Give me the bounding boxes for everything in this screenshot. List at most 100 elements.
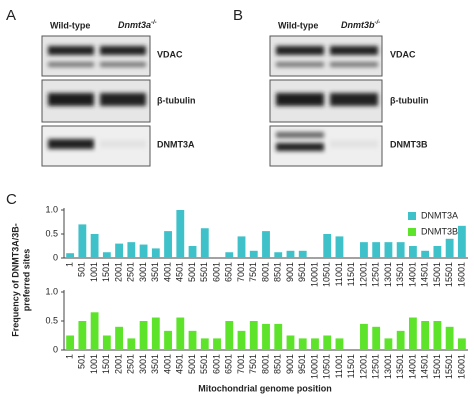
bar (66, 335, 75, 350)
bar (78, 321, 87, 350)
bar (372, 326, 381, 350)
bar (225, 252, 234, 258)
x-tick-label: 15001 (432, 262, 442, 287)
x-tick-label: 5501 (199, 354, 209, 374)
x-tick-label: 1501 (101, 354, 111, 374)
x-tick-label: 4001 (162, 262, 172, 282)
x-tick-label: 4501 (175, 262, 185, 282)
x-tick-label: 9001 (285, 262, 295, 282)
x-tick-label: 10001 (309, 354, 319, 379)
panel-b: B Wild-type Dnmt3b-/- VDAC β-tubulin DNM… (233, 7, 428, 167)
bar (225, 321, 234, 350)
x-tick-label: 6001 (211, 262, 221, 282)
x-tick-label: 11001 (334, 262, 344, 286)
bar (188, 330, 197, 350)
blot (269, 35, 383, 77)
bar (274, 252, 283, 258)
bar (396, 330, 405, 350)
bar (249, 321, 258, 350)
x-tick-label: 13501 (395, 354, 405, 379)
bands (48, 46, 146, 149)
bar (66, 253, 75, 258)
x-tick-label: 15001 (432, 354, 442, 379)
bar (176, 210, 185, 258)
x-tick-label: 8001 (260, 262, 270, 282)
x-tick-label: 13501 (395, 262, 405, 287)
bar (421, 321, 430, 350)
x-tick-label: 12001 (358, 354, 368, 379)
bar (213, 338, 221, 350)
x-tick-label: 14001 (407, 262, 417, 287)
bar (323, 234, 332, 258)
x-tick-label: 3001 (138, 354, 148, 374)
gene: Dnmt3b (341, 20, 375, 30)
x-tick-label: 11501 (346, 354, 356, 378)
x-tick-label: 13001 (383, 354, 393, 379)
x-tick-label: 7001 (236, 262, 246, 282)
x-tick-label: 13001 (383, 262, 393, 287)
x-tick-label: 6001 (211, 354, 221, 374)
bar (286, 250, 295, 258)
x-tick-label: 5001 (187, 262, 197, 282)
x-tick-label: 7001 (236, 354, 246, 374)
panel-letter: A (6, 7, 16, 24)
bar (200, 338, 209, 350)
bar (360, 323, 368, 350)
bar (151, 248, 160, 258)
x-tick-label: 6501 (224, 262, 234, 282)
bar (127, 242, 136, 258)
x-tick-label: 5001 (187, 354, 197, 374)
x-tick-label: 15501 (444, 354, 454, 379)
bar (384, 242, 393, 258)
x-tick-label: 5501 (199, 262, 209, 282)
bar (408, 246, 417, 258)
bar (115, 243, 124, 258)
x-tick-label: 2001 (113, 262, 123, 282)
x-tick-label: 7501 (248, 262, 258, 282)
bar (360, 242, 368, 258)
gene: Dnmt3a (118, 20, 151, 30)
legend-label: DNMT3A (421, 210, 458, 220)
bar (90, 312, 99, 350)
bar (335, 338, 344, 350)
bar (237, 330, 246, 350)
x-axis-label: Mitochondrial genome position (198, 383, 332, 393)
row-label: VDAC (157, 49, 183, 59)
x-tick-label: 16001 (456, 262, 466, 287)
panel-a: A Wild-type Dnmt3a-/- VDAC β-tubulin DNM… (6, 7, 195, 167)
x-tick-label: 1001 (89, 262, 99, 282)
blot (41, 35, 151, 77)
x-tick-label: 501 (77, 262, 87, 277)
bar (457, 225, 466, 258)
x-tick-label: 12501 (371, 262, 381, 287)
bar (408, 317, 417, 350)
bar (445, 326, 454, 350)
bar (421, 250, 430, 258)
bar (78, 224, 87, 258)
row-label: DNMT3B (390, 139, 428, 149)
y-axis-label: preferred sites (21, 249, 31, 312)
x-tick-label: 10501 (322, 262, 332, 287)
x-tick-label: 8001 (260, 354, 270, 374)
bar (433, 246, 442, 258)
bar (164, 231, 172, 258)
x-tick-label: 14501 (420, 262, 430, 287)
x-tick-label: 3501 (150, 262, 160, 282)
y-tick-label: 0.5 (45, 228, 58, 238)
bar (262, 323, 270, 350)
x-tick-label: 14501 (420, 354, 430, 379)
x-tick-label: 12001 (358, 262, 368, 287)
x-tick-label: 4501 (175, 354, 185, 374)
bar (102, 252, 111, 258)
bar (457, 338, 466, 350)
y-tick-label: 1.0 (45, 286, 58, 296)
x-tick-label: 9001 (285, 354, 295, 374)
x-tick-label: 1001 (89, 354, 99, 374)
bar (151, 317, 160, 350)
x-tick-label: 7501 (248, 354, 258, 374)
bar (433, 321, 442, 350)
x-tick-label: 16001 (456, 354, 466, 379)
y-tick-label: 1.0 (45, 204, 58, 214)
x-tick-label: 15501 (444, 262, 454, 287)
row-label: β-tubulin (390, 95, 428, 105)
